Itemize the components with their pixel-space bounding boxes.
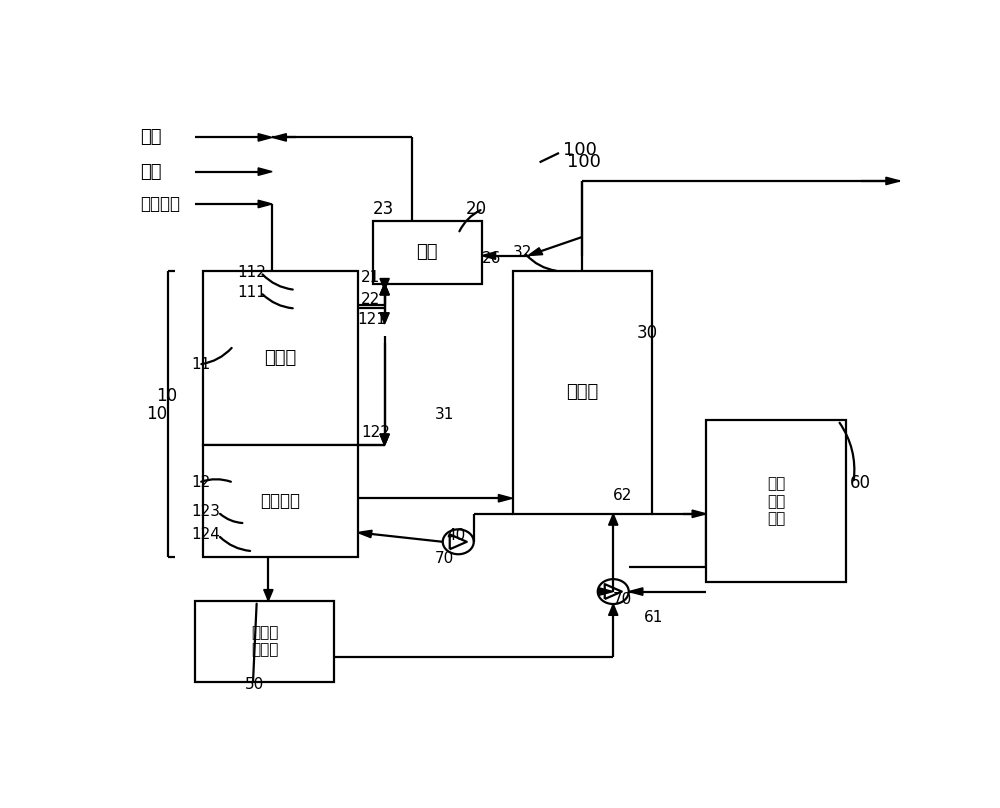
FancyArrow shape <box>886 177 900 185</box>
Bar <box>202 271 358 445</box>
Text: 23: 23 <box>373 200 394 218</box>
FancyArrow shape <box>272 133 286 141</box>
Text: 50: 50 <box>245 677 264 692</box>
Text: 112: 112 <box>237 265 266 280</box>
Text: 氧气: 氧气 <box>140 162 162 181</box>
Text: 10: 10 <box>146 406 167 423</box>
Text: 气化室: 气化室 <box>264 349 296 368</box>
Text: 70: 70 <box>435 551 454 566</box>
Text: 123: 123 <box>191 504 220 520</box>
Bar <box>373 221 482 284</box>
FancyArrow shape <box>358 530 372 537</box>
Text: 含碳物质: 含碳物质 <box>140 195 180 213</box>
FancyArrow shape <box>380 279 389 290</box>
FancyArrow shape <box>264 590 273 601</box>
Text: 40: 40 <box>447 528 466 543</box>
Text: 11: 11 <box>191 357 210 372</box>
Text: 100: 100 <box>567 154 601 171</box>
Text: 10: 10 <box>156 386 177 405</box>
Text: 21: 21 <box>361 270 381 285</box>
Text: 61: 61 <box>644 610 664 625</box>
FancyArrow shape <box>599 588 613 595</box>
Text: 111: 111 <box>237 284 266 300</box>
Text: 70: 70 <box>613 592 633 607</box>
Text: 30: 30 <box>637 324 658 343</box>
FancyArrow shape <box>692 510 706 518</box>
Text: 26: 26 <box>482 251 501 266</box>
Text: 32: 32 <box>512 245 532 260</box>
Text: 蒸汽: 蒸汽 <box>140 128 162 146</box>
Text: 122: 122 <box>361 426 390 440</box>
FancyArrow shape <box>629 588 643 595</box>
Text: 22: 22 <box>361 292 381 307</box>
Text: 121: 121 <box>358 312 386 327</box>
Bar <box>195 601 334 682</box>
FancyArrow shape <box>498 494 512 502</box>
FancyArrow shape <box>609 514 618 525</box>
FancyArrow shape <box>380 434 389 445</box>
Text: 辐射废锅: 辐射废锅 <box>260 492 300 511</box>
Bar <box>512 271 652 514</box>
FancyArrow shape <box>528 248 543 255</box>
Text: 124: 124 <box>191 528 220 542</box>
FancyArrow shape <box>258 133 272 141</box>
Text: 灰渣排
放装置: 灰渣排 放装置 <box>251 625 278 658</box>
FancyArrow shape <box>380 284 389 295</box>
Text: 60: 60 <box>850 473 871 492</box>
Text: 灰水
处理
装置: 灰水 处理 装置 <box>767 477 785 526</box>
Text: 100: 100 <box>563 141 597 159</box>
Text: 20: 20 <box>466 200 487 218</box>
Bar <box>202 445 358 558</box>
FancyArrow shape <box>380 313 389 324</box>
FancyArrow shape <box>609 604 618 616</box>
Bar <box>706 420 846 583</box>
FancyArrow shape <box>258 168 272 175</box>
FancyArrow shape <box>380 284 389 295</box>
Text: 62: 62 <box>613 488 633 503</box>
Text: 12: 12 <box>191 475 210 490</box>
FancyArrow shape <box>380 434 389 445</box>
Text: 31: 31 <box>435 406 454 422</box>
Text: 汽包: 汽包 <box>416 243 438 262</box>
Text: 洗气塔: 洗气塔 <box>566 384 598 402</box>
FancyArrow shape <box>482 252 496 259</box>
FancyArrow shape <box>258 200 272 208</box>
